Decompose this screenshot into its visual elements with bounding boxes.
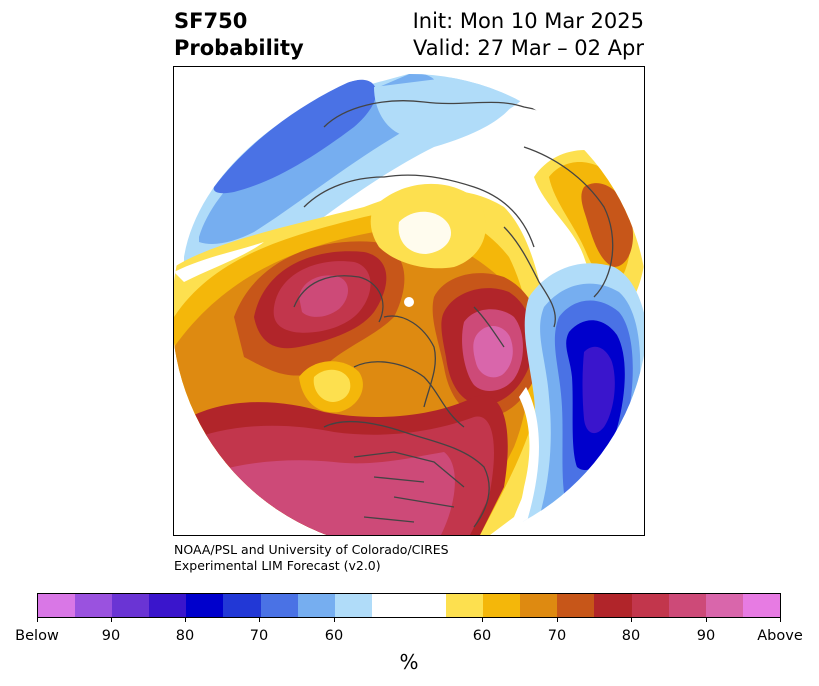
colorbar-segment bbox=[38, 594, 76, 617]
colorbar-segment bbox=[594, 594, 632, 617]
colorbar-segment bbox=[149, 594, 187, 617]
colorbar-tick-label: 90 bbox=[696, 628, 716, 644]
colorbar-tick-mark bbox=[334, 618, 335, 622]
colorbar-segment bbox=[75, 594, 113, 617]
colorbar-segment bbox=[742, 594, 780, 617]
colorbar-tick-mark bbox=[780, 618, 781, 622]
figure-title-left: SF750 Probability bbox=[174, 8, 304, 62]
colorbar-segment bbox=[668, 594, 706, 617]
colorbar-tick-label: 90 bbox=[101, 628, 121, 644]
colorbar-segment bbox=[483, 594, 521, 617]
colorbar-tick-label: Above bbox=[757, 628, 803, 644]
colorbar-segment bbox=[186, 594, 224, 617]
colorbar-segment bbox=[705, 594, 743, 617]
forecast-map bbox=[173, 66, 645, 536]
figure-title-right: Init: Mon 10 Mar 2025 Valid: 27 Mar – 02… bbox=[413, 8, 644, 62]
colorbar-segment bbox=[631, 594, 669, 617]
colorbar-segment bbox=[334, 594, 372, 617]
colorbar-segment bbox=[520, 594, 558, 617]
colorbar-tick-mark bbox=[482, 618, 483, 622]
colorbar-tick-mark bbox=[631, 618, 632, 622]
colorbar-tick-label: 70 bbox=[249, 628, 269, 644]
colorbar-tick-mark bbox=[111, 618, 112, 622]
colorbar-segment bbox=[446, 594, 484, 617]
colorbar-tick-label: 60 bbox=[324, 628, 344, 644]
colorbar-unit: % bbox=[399, 650, 419, 674]
credit-text: NOAA/PSL and University of Colorado/CIRE… bbox=[174, 542, 449, 574]
colorbar-tick-label: 70 bbox=[547, 628, 567, 644]
pole-marker bbox=[404, 297, 414, 307]
colorbar-segment bbox=[112, 594, 150, 617]
colorbar-tick-mark bbox=[37, 618, 38, 622]
colorbar bbox=[37, 593, 781, 618]
colorbar-segment bbox=[260, 594, 298, 617]
product-label: Probability bbox=[174, 36, 304, 60]
colorbar-segment bbox=[223, 594, 261, 617]
valid-range-label: Valid: 27 Mar – 02 Apr bbox=[413, 36, 644, 60]
colorbar-segment bbox=[371, 594, 447, 617]
colorbar-tick-mark bbox=[185, 618, 186, 622]
colorbar-tick-label: 80 bbox=[621, 628, 641, 644]
variable-label: SF750 bbox=[174, 9, 248, 33]
colorbar-segment bbox=[297, 594, 335, 617]
credit-line-2: Experimental LIM Forecast (v2.0) bbox=[174, 558, 381, 573]
colorbar-tick-mark bbox=[706, 618, 707, 622]
colorbar-tick-label: Below bbox=[15, 628, 59, 644]
colorbar-tick-label: 60 bbox=[472, 628, 492, 644]
probability-map-svg bbox=[174, 74, 644, 535]
colorbar-tick-label: 80 bbox=[175, 628, 195, 644]
credit-line-1: NOAA/PSL and University of Colorado/CIRE… bbox=[174, 542, 449, 557]
colorbar-segment bbox=[557, 594, 595, 617]
colorbar-tick-mark bbox=[557, 618, 558, 622]
init-date-label: Init: Mon 10 Mar 2025 bbox=[412, 9, 644, 33]
colorbar-tick-mark bbox=[259, 618, 260, 622]
